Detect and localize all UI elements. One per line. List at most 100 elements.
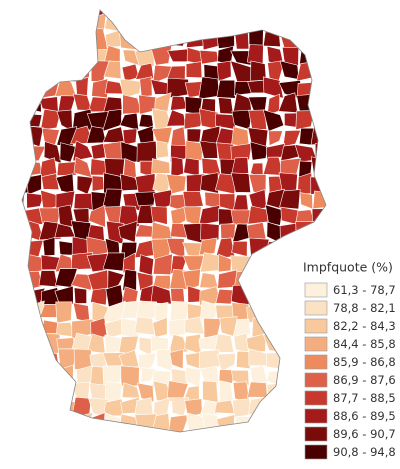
- district: [217, 10, 238, 15]
- district: [251, 12, 268, 34]
- district: [311, 221, 326, 241]
- district: [72, 93, 93, 111]
- legend-swatch: [304, 300, 328, 316]
- legend-swatch: [304, 318, 328, 334]
- district: [279, 12, 297, 33]
- district: [166, 174, 187, 195]
- district: [282, 129, 302, 147]
- district: [234, 29, 250, 50]
- district: [151, 221, 173, 240]
- legend-label: 90,8 - 94,8: [333, 445, 396, 459]
- legend-swatch: [304, 444, 328, 460]
- legend-label: 88,6 - 89,5: [333, 409, 396, 423]
- district: [22, 78, 27, 97]
- district: [246, 44, 264, 65]
- district: [22, 380, 45, 404]
- district: [236, 12, 248, 34]
- district: [265, 397, 285, 418]
- district: [169, 348, 184, 370]
- district: [151, 158, 171, 174]
- district: [70, 62, 90, 79]
- district: [198, 237, 218, 256]
- legend-swatch: [304, 426, 328, 442]
- district: [55, 301, 73, 324]
- district: [251, 270, 268, 292]
- district: [88, 204, 106, 228]
- district: [22, 162, 43, 177]
- district: [198, 76, 220, 100]
- district: [39, 415, 59, 432]
- legend-title: Impfquote (%): [303, 260, 393, 275]
- district: [22, 352, 29, 371]
- district: [216, 60, 232, 82]
- district: [121, 12, 141, 35]
- district: [119, 29, 141, 51]
- district: [310, 66, 326, 84]
- district: [38, 12, 62, 30]
- district: [201, 30, 219, 51]
- district: [295, 220, 317, 244]
- district: [22, 269, 29, 292]
- district: [42, 10, 62, 18]
- district: [57, 431, 78, 432]
- district: [22, 10, 28, 19]
- district: [280, 10, 299, 18]
- district: [218, 193, 236, 211]
- district: [182, 430, 204, 432]
- district: [136, 271, 154, 292]
- district: [86, 28, 109, 51]
- district: [230, 172, 251, 193]
- district: [54, 61, 78, 84]
- district: [168, 318, 187, 337]
- district: [22, 400, 30, 419]
- district: [10, 445, 28, 465]
- district: [185, 61, 203, 79]
- district: [104, 10, 122, 17]
- district: [104, 449, 123, 465]
- district: [220, 223, 236, 239]
- district: [56, 161, 78, 176]
- district: [102, 252, 126, 272]
- district: [73, 430, 91, 432]
- district: [24, 367, 41, 387]
- district: [150, 79, 169, 95]
- district: [23, 396, 43, 420]
- district: [281, 47, 299, 68]
- district: [262, 109, 285, 132]
- district: [58, 401, 76, 419]
- district: [24, 317, 44, 335]
- district: [167, 48, 190, 62]
- district: [38, 399, 60, 417]
- district: [279, 222, 297, 243]
- district: [327, 95, 348, 112]
- district: [265, 268, 283, 289]
- district: [281, 318, 300, 336]
- district: [328, 64, 345, 83]
- district: [72, 47, 92, 68]
- district: [134, 316, 156, 336]
- district: [22, 285, 26, 308]
- district: [121, 429, 142, 432]
- district: [137, 428, 155, 432]
- district: [279, 189, 301, 210]
- district: [119, 78, 141, 99]
- district: [199, 399, 219, 416]
- district: [312, 33, 326, 51]
- district: [265, 204, 283, 226]
- district: [136, 382, 155, 403]
- district: [313, 109, 326, 132]
- district: [23, 349, 46, 372]
- district: [310, 176, 326, 195]
- district: [278, 272, 302, 290]
- legend-label: 85,9 - 86,8: [333, 355, 396, 369]
- district: [168, 434, 189, 450]
- district: [247, 205, 269, 225]
- district: [182, 223, 204, 244]
- district: [250, 257, 267, 275]
- district: [72, 302, 91, 323]
- district: [198, 430, 219, 432]
- district: [41, 45, 60, 64]
- legend-label: 87,7 - 88,5: [333, 391, 396, 405]
- district: [199, 300, 218, 321]
- district: [22, 66, 30, 83]
